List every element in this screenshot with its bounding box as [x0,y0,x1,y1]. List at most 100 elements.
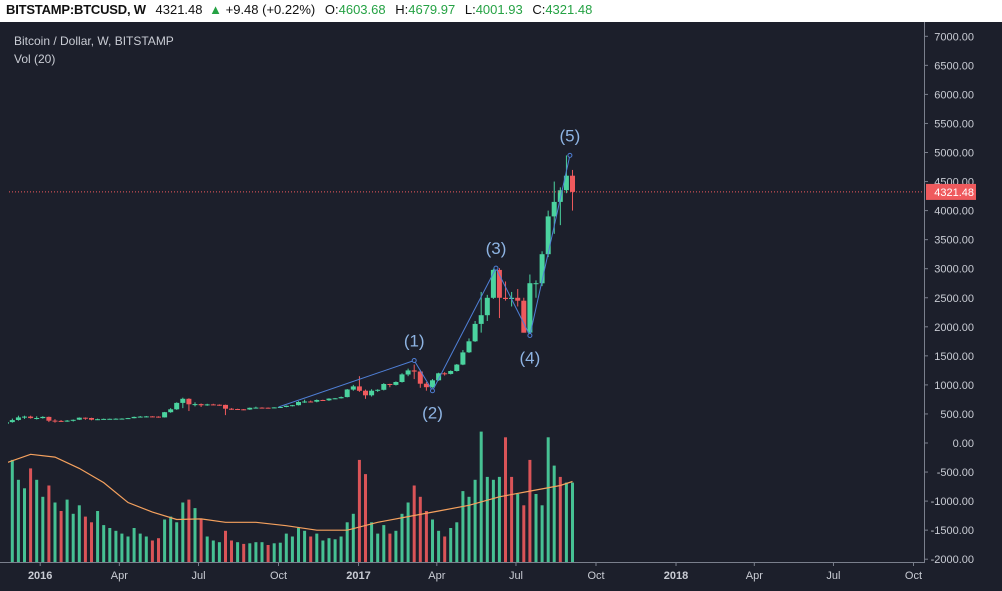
candle-body [557,190,563,202]
candle-body [241,409,247,411]
volume-bar [102,525,106,562]
candle-body [64,420,70,422]
volume-bar [211,540,215,562]
last-price-badge [926,183,976,200]
candle-body [533,283,539,285]
price-tick-label: -500.00 [937,467,974,479]
candle-body [308,401,314,403]
candle-body [28,416,34,419]
price-tick-label: 5000.00 [934,148,974,160]
candle-body [8,422,9,424]
wave-point [429,388,435,394]
volume-bar [479,431,483,562]
volume-bar [388,533,392,562]
volume-bar [552,465,556,562]
volume-bar [504,437,507,562]
candle-body [40,416,46,419]
symbol-label[interactable]: BITSTAMP:BTCUSD, W [6,2,146,17]
volume-bar [193,508,197,562]
candle-body [52,420,58,422]
candle-body [436,373,442,381]
volume-bar [248,543,252,562]
candle-body [76,417,82,420]
price-tick-label: 6500.00 [934,60,974,72]
price-tick-label: 0.00 [953,438,974,450]
time-tick-label: 2018 [664,570,688,582]
price-tick-label: -1000.00 [931,496,974,508]
volume-bar [497,476,501,562]
volume-bar [412,485,416,562]
candle-body [174,402,180,410]
candle-body [448,371,454,374]
volume-bar [266,545,270,562]
candle-body [192,404,198,406]
volume-bar [558,476,562,562]
volume-bar [333,539,337,562]
volume-legend: Vol (20) [14,52,56,66]
volume-bar [23,488,26,562]
candle-body [405,370,411,375]
candle-body [570,175,575,192]
volume-bar [522,505,526,562]
candle-body [204,404,210,406]
volume-bar [461,491,465,562]
volume-bar [394,530,398,562]
volume-bar [400,513,404,562]
volume-bar [528,459,532,562]
volume-bar [473,479,477,562]
volume-bar [132,528,136,562]
volume-bar [345,522,349,562]
candles [8,155,575,424]
candle-body [186,398,192,405]
time-tick-label: Apr [111,570,128,582]
volume-bar [169,516,173,562]
wave-label: (3) [486,239,507,258]
candle-body [296,402,301,406]
candle-body [9,420,15,423]
volume-bar [540,505,544,562]
candle-body [89,418,94,420]
price-tick-label: 7000.00 [934,31,974,43]
volume-bar [382,525,386,562]
candle-body [143,416,149,418]
candle-body [229,408,234,410]
volume-bar [242,543,246,562]
volume-bar [108,528,112,562]
volume-bar [114,530,118,562]
candle-body [95,419,101,421]
elliott-wave-line [278,155,571,408]
candle-body [472,323,478,342]
volume-bar [516,494,520,562]
wave-point [527,333,533,339]
candle-body [101,418,107,420]
close-value: 4321.48 [545,2,593,17]
volume-bar [254,542,258,562]
wave-point [411,357,417,363]
time-tick-label: Apr [428,570,445,582]
symbol-header: BITSTAMP:BTCUSD, W 4321.48 ▲ +9.48 (+0.2… [0,0,1002,22]
chart-panel[interactable]: (1) (2) (3) (4) (5) 7000.00 6500.00 6000.00 5500… [0,22,1002,591]
price-chart[interactable]: (1) (2) (3) (4) (5) 7000.00 6500.00 6000.00 5500… [0,22,1002,591]
volume-bar [53,502,57,562]
price-tick-label: 4000.00 [934,206,974,218]
volume-bar [224,530,227,562]
volume-ma-line [8,453,573,531]
volume-bar [364,474,367,562]
candle-body [58,420,64,422]
volume-bar [272,543,276,562]
low-label: L: [464,2,476,17]
candle-body [259,407,265,409]
candle-body [454,364,460,371]
candle-body [484,297,490,316]
candle-body [460,352,466,365]
candle-body [46,416,52,421]
volume-bar [546,437,550,562]
price-tick-label: 3500.00 [934,235,974,247]
time-tick-label: 2017 [346,570,370,582]
candle-body [399,374,405,382]
time-tick-label: Oct [587,570,604,582]
candle-body [253,407,259,409]
price-tick-label: 1000.00 [934,380,974,392]
volume-bar [437,530,441,562]
candle-body [563,175,569,191]
